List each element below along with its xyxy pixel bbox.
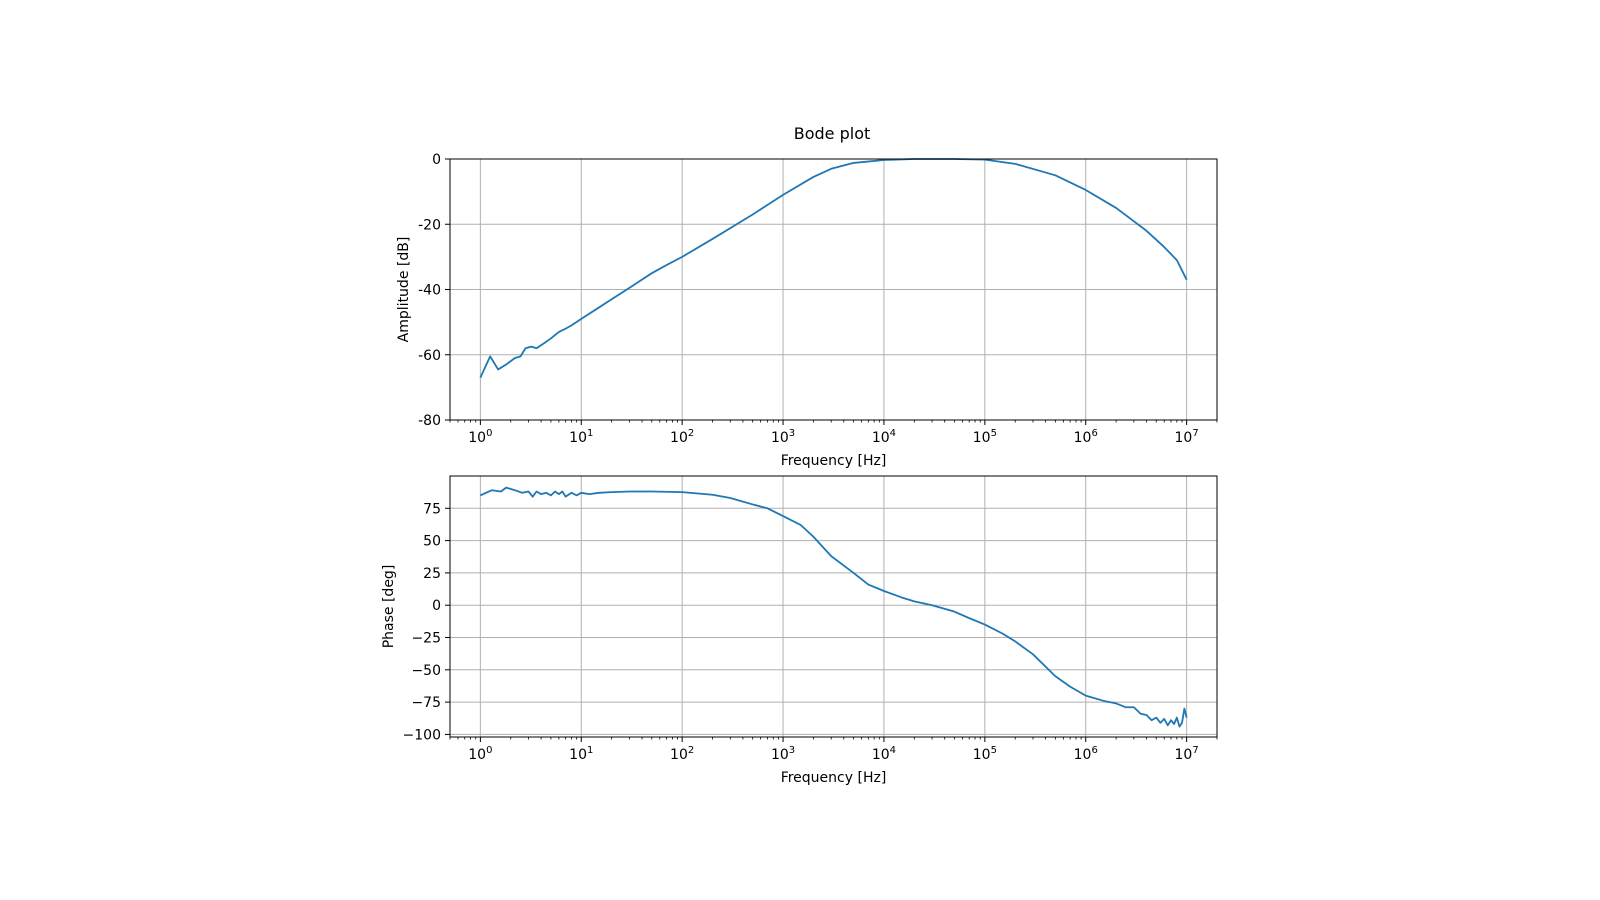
amplitude-y-tick-label: -60 (418, 348, 441, 364)
amplitude-x-tick-label: 104 (872, 428, 896, 446)
phase-y-axis-label: Phase [deg] (381, 565, 397, 649)
amplitude-x-tick-label: 100 (468, 428, 492, 446)
phase-x-tick-label: 102 (670, 745, 694, 763)
amplitude-x-tick-label: 101 (569, 428, 593, 446)
amplitude-y-tick-label: -80 (418, 413, 441, 429)
phase-y-tick-label: −100 (403, 727, 441, 743)
amplitude-y-axis-label: Amplitude [dB] (396, 237, 412, 343)
phase-x-tick-label: 104 (872, 745, 896, 763)
phase-x-tick-label: 101 (569, 745, 593, 763)
phase-y-tick-label: −75 (411, 695, 441, 711)
amplitude-x-tick-label: 102 (670, 428, 694, 446)
phase-series-line (480, 486, 1188, 728)
amplitude-series-line (479, 158, 1188, 378)
amplitude-x-axis-label: Frequency [Hz] (781, 453, 887, 469)
phase-x-tick-label: 100 (468, 745, 492, 763)
figure-title: Bode plot (794, 124, 871, 143)
amplitude-y-tick-label: 0 (432, 152, 441, 168)
amplitude-x-tick-label: 105 (973, 428, 997, 446)
amplitude-x-tick-label: 107 (1175, 428, 1199, 446)
phase-y-tick-label: −25 (411, 631, 441, 647)
amplitude-y-tick-label: -40 (418, 283, 441, 299)
amplitude-x-tick-label: 106 (1074, 428, 1098, 446)
phase-y-tick-label: 0 (432, 598, 441, 614)
amplitude-axes-frame (449, 158, 1218, 421)
amplitude-x-tick-label: 103 (771, 428, 795, 446)
phase-y-tick-label: 75 (423, 501, 441, 517)
amplitude-panel: 100 101 102 103 104 105 106 107 0 -20 -40 -60 -80 Fre… (396, 152, 1218, 469)
phase-panel: 100 101 102 103 104 105 106 107 75 50 25 0 −25 −50 −75… (381, 475, 1218, 786)
phase-x-tick-label: 107 (1175, 745, 1199, 763)
amplitude-y-tick-label: -20 (418, 217, 441, 233)
phase-x-tick-label: 105 (973, 745, 997, 763)
phase-x-axis-label: Frequency [Hz] (781, 770, 887, 786)
phase-y-tick-label: −50 (411, 663, 441, 679)
phase-axes-frame (449, 475, 1218, 738)
phase-y-tick-label: 25 (423, 566, 441, 582)
phase-y-tick-label: 50 (423, 534, 441, 550)
phase-x-tick-label: 103 (771, 745, 795, 763)
phase-x-tick-label: 106 (1074, 745, 1098, 763)
